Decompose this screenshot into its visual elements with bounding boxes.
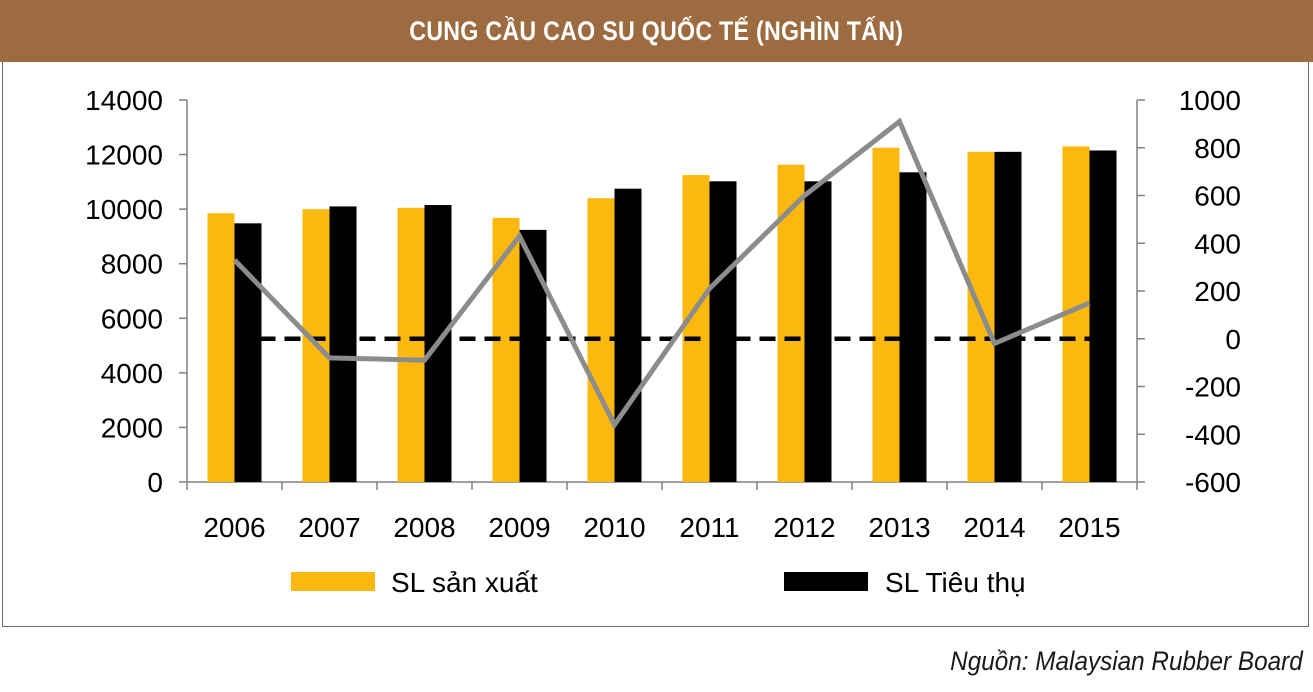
chart-frame: 14000 12000 10000 8000 6000 4000 2000 0 1000 800… <box>2 62 1309 627</box>
x-tick-label: 2007 <box>298 512 360 543</box>
right-tick-label: 0 <box>1225 324 1241 355</box>
x-tick-label: 2008 <box>393 512 455 543</box>
left-tick-label: 8000 <box>101 249 163 280</box>
right-tick-label: -400 <box>1185 419 1241 450</box>
left-tick-label: 0 <box>147 467 163 498</box>
legend-swatch-consumption <box>784 572 868 591</box>
legend-swatch-production <box>291 572 375 591</box>
right-tick-label: 800 <box>1194 133 1241 164</box>
x-tick-label: 2006 <box>203 512 265 543</box>
bar-consumption-2007 <box>329 206 357 482</box>
bar-consumption-2010 <box>614 188 642 482</box>
right-tick-label: 400 <box>1194 228 1241 259</box>
bar-production-2013 <box>872 147 900 482</box>
left-tick-label: 4000 <box>101 358 163 389</box>
left-tick-label: 10000 <box>85 194 163 225</box>
x-axis: 2006 2007 2008 2009 2010 2011 2012 2013 2014 2015 <box>186 481 1138 543</box>
bar-consumption-2009 <box>519 229 547 482</box>
bar-consumption-2012 <box>804 181 832 482</box>
x-tick-label: 2012 <box>773 512 835 543</box>
bar-consumption-2011 <box>709 181 737 482</box>
right-tick-label: 200 <box>1194 276 1241 307</box>
bar-consumption-2013 <box>899 172 927 483</box>
right-tick-label: -200 <box>1185 372 1241 403</box>
x-tick-label: 2013 <box>868 512 930 543</box>
lines <box>232 117 1091 430</box>
x-tick-label: 2009 <box>488 512 550 543</box>
chart-title: CUNG CẦU CAO SU QUỐC TẾ (NGHÌN TẤN) <box>409 15 904 46</box>
balance-line <box>232 117 1091 430</box>
right-tick-label: -600 <box>1185 467 1241 498</box>
source-note: Nguồn: Malaysian Rubber Board <box>950 646 1303 676</box>
left-axis: 14000 12000 10000 8000 6000 4000 2000 0 <box>85 85 188 498</box>
bars <box>207 146 1117 483</box>
right-tick-label: 600 <box>1194 181 1241 212</box>
bar-production-2006 <box>207 213 235 482</box>
title-bar: CUNG CẦU CAO SU QUỐC TẾ (NGHÌN TẤN) <box>0 0 1313 62</box>
legend-label-production: SL sản xuất <box>391 567 538 598</box>
x-tick-label: 2015 <box>1058 512 1120 543</box>
left-tick-label: 6000 <box>101 303 163 334</box>
bar-production-2008 <box>397 207 425 482</box>
x-tick-label: 2011 <box>679 512 739 543</box>
bar-production-2012 <box>777 164 805 482</box>
right-axis: 1000 800 600 400 200 0 -200 -400 -600 <box>1136 85 1241 498</box>
bar-consumption-2015 <box>1089 150 1117 482</box>
bar-production-2011 <box>682 175 710 482</box>
left-tick-label: 12000 <box>85 140 163 171</box>
left-tick-label: 14000 <box>85 85 163 116</box>
x-tick-label: 2010 <box>583 512 645 543</box>
left-tick-label: 2000 <box>101 412 163 443</box>
legend-label-consumption: SL Tiêu thụ <box>885 567 1026 598</box>
x-tick-label: 2014 <box>963 512 1025 543</box>
right-tick-label: 1000 <box>1179 85 1241 116</box>
legend: SL sản xuất SL Tiêu thụ <box>291 567 1026 598</box>
bar-consumption-2014 <box>994 151 1022 482</box>
